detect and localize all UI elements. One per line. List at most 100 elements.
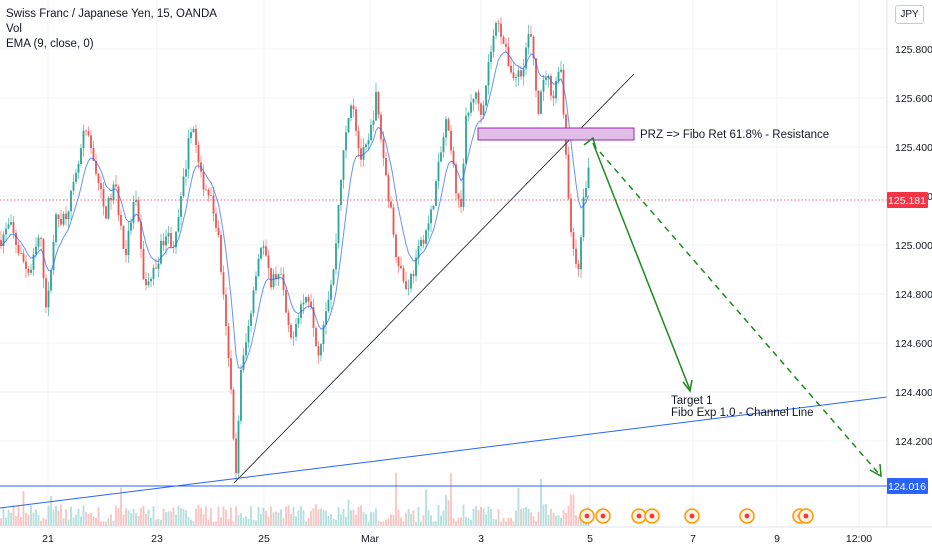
prz-zone[interactable] [477,127,635,141]
volume-bar [307,518,310,526]
volume-bar [345,517,347,526]
candle-body [177,216,180,232]
volume-bar [282,518,285,526]
volume-bar [392,514,395,526]
candle-body [275,274,277,280]
candle-body [400,265,402,269]
volume-bar [150,517,152,526]
candle-body [497,22,500,24]
price-tick-label: 124.200 [895,436,932,448]
volume-bar [57,510,60,526]
candle-body [52,241,55,271]
symbol-title[interactable]: Swiss Franc / Japanese Yen, 15, OANDA [6,8,217,20]
candle-body [165,236,167,246]
event-markers[interactable] [579,508,814,524]
candle-body [345,132,347,151]
candle-body [372,120,375,125]
volume-bar [172,507,175,526]
candle-body [362,147,365,160]
volume-bar [572,494,575,526]
volume-bar [332,518,335,526]
price-tick-label: 125.800 [895,44,932,56]
candle-body [517,70,520,78]
chart-drawings: PRZ => Fibo Ret 61.8% - Resistance Targe… [0,73,888,509]
volume-indicator-label[interactable]: Vol [6,23,22,35]
candle-body [480,103,482,115]
volume-bar [117,508,120,526]
candle-body [537,90,540,114]
candlestick-series [0,17,590,482]
time-tick-label: 9 [774,533,780,545]
candle-body [30,269,32,273]
volume-bar [2,508,5,526]
candle-body [407,288,410,290]
candle-body [317,346,320,356]
candle-body [550,75,552,96]
arrowhead-solid [682,379,693,393]
volume-bar [310,510,312,526]
volume-bar [155,519,157,526]
candle-body [337,205,340,244]
volume-bar [427,509,430,526]
candle-body [557,71,560,81]
volume-bar [477,510,480,526]
candle-body [230,358,232,390]
candle-body [577,263,580,270]
volume-bar [137,515,140,526]
candle-body [292,336,295,338]
candle-body [27,268,30,273]
ema-indicator-label[interactable]: EMA (9, close, 0) [6,38,94,50]
volume-bar [422,515,425,526]
volume-bar [397,509,400,526]
volume-bar [452,518,455,526]
volume-bar [387,518,390,526]
price-tick-label: 125.400 [895,142,932,154]
volume-bar [382,521,385,526]
candle-body [170,232,172,247]
candle-body [427,223,430,231]
volume-bar [305,521,307,526]
trend-line[interactable] [233,73,635,484]
volume-bar [577,516,580,526]
volume-bar [502,517,505,526]
currency-button[interactable]: JPY [895,5,924,24]
channel-line[interactable] [0,396,888,509]
candle-body [535,58,537,91]
candle-body [522,68,525,77]
volume-bar [425,489,427,526]
volume-bar [490,508,492,526]
price-tick-label: 125.000 [895,240,932,252]
candle-body [37,237,40,247]
volume-bar [322,509,325,526]
volume-bar [375,508,377,526]
volume-bar [182,509,185,526]
volume-bar [185,510,187,526]
candle-body [530,34,532,37]
projection-arrow-dashed [599,151,881,476]
volume-bar [435,521,437,526]
volume-bar [500,521,502,526]
time-tick-label: 12:00 [846,533,872,545]
price-tick-label: 125.600 [895,93,932,105]
candle-body [415,257,417,276]
volume-bar [465,517,467,526]
event-marker-dot [744,513,750,519]
candle-body [280,274,282,275]
volume-bar [75,514,77,526]
price-tick-label: 124.600 [895,338,932,350]
volume-bar [92,516,95,526]
volume-bar [402,521,405,526]
candle-body [40,237,42,239]
candle-body [417,246,420,258]
current-price-label: 125.181 [888,195,926,207]
candle-body [210,195,212,196]
candle-body [137,200,140,222]
volume-bar [225,509,227,526]
volume-bar [540,479,542,526]
candle-body [450,130,452,151]
volume-bar [480,506,482,526]
candle-body [542,79,545,92]
volume-bar [407,508,410,526]
